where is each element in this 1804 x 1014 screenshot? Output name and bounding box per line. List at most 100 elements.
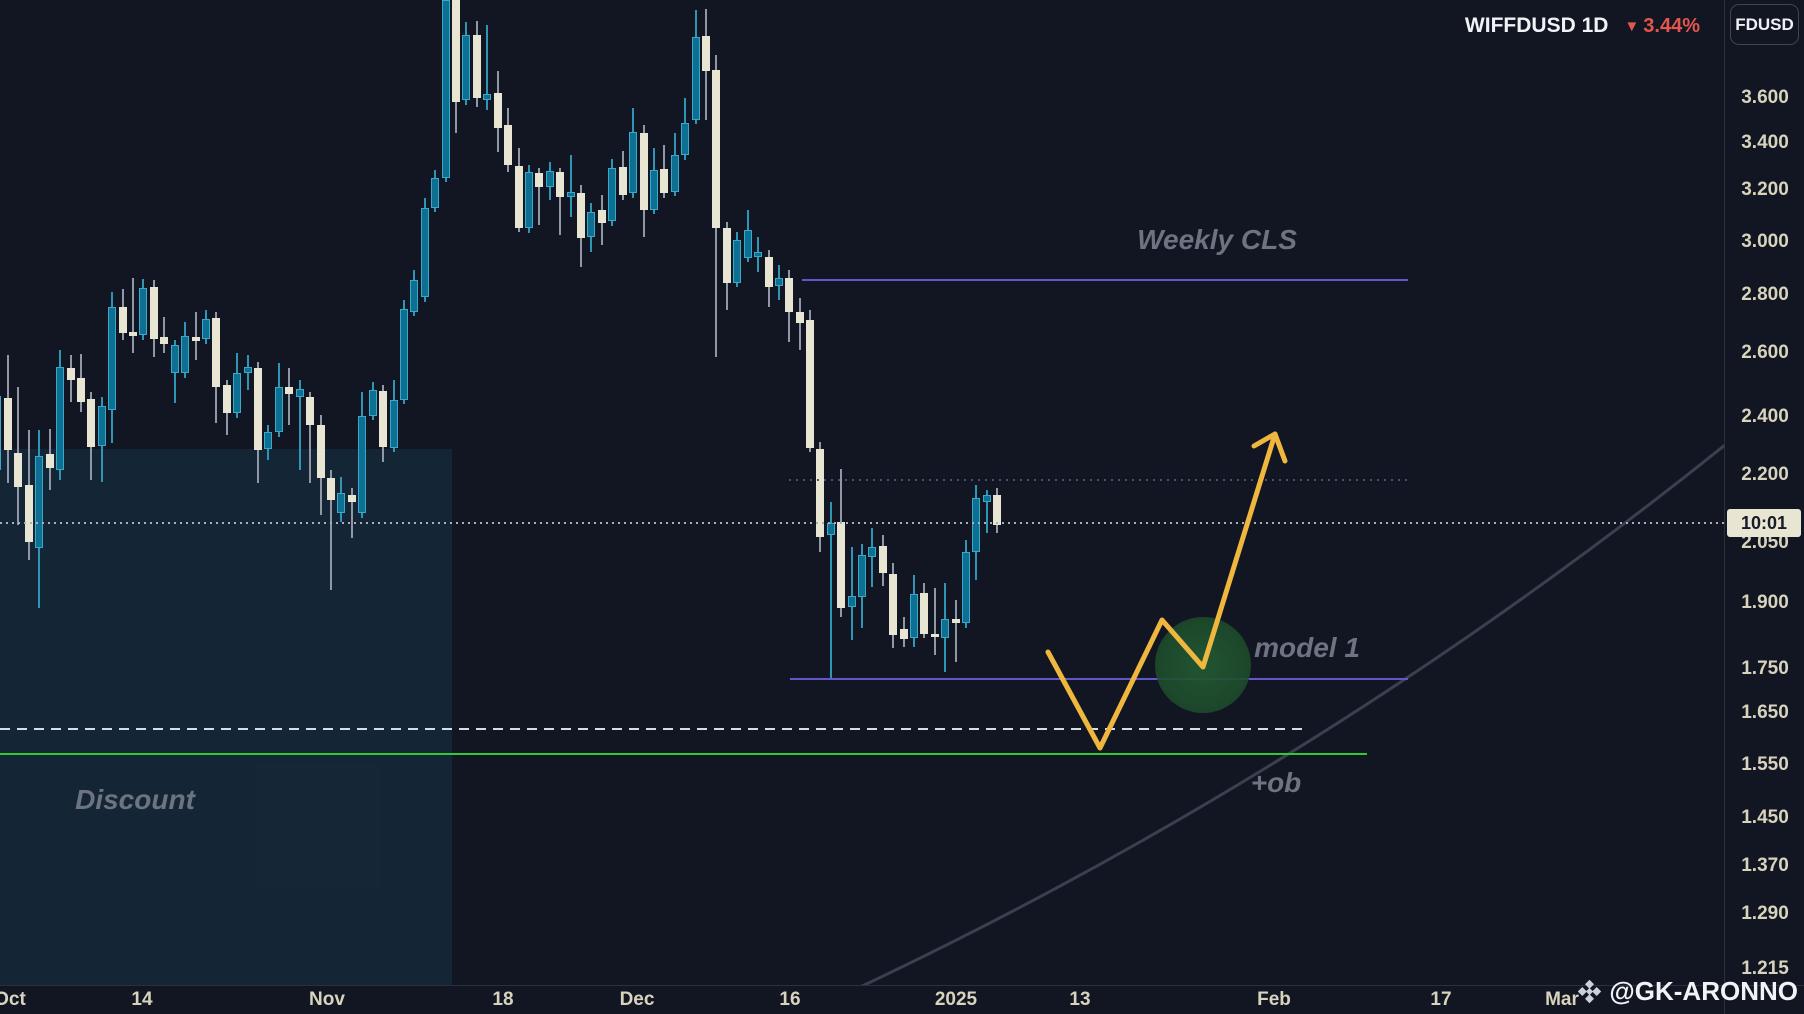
candle — [25, 485, 33, 542]
countdown-price-label: 10:01 — [1727, 509, 1801, 537]
candle — [212, 318, 220, 387]
candle — [827, 523, 835, 535]
candle — [733, 240, 741, 283]
candle — [993, 495, 1001, 525]
price-axis-label: 1.750 — [1741, 658, 1789, 679]
candle — [879, 546, 887, 573]
price-axis-label: 2.600 — [1741, 342, 1789, 363]
candle — [317, 425, 325, 478]
time-axis[interactable]: Oct 14 Nov 18 Dec 16 2025 13 Feb 17 Mar — [0, 985, 1804, 1014]
candle — [848, 596, 856, 607]
candle — [390, 400, 398, 448]
candle — [421, 208, 429, 297]
price-axis-label: 2.050 — [1741, 532, 1789, 553]
candle — [410, 280, 418, 312]
candle — [619, 167, 627, 195]
candle — [567, 192, 575, 197]
candle — [139, 288, 147, 335]
candle-wick — [559, 168, 561, 235]
lower-purple-line — [790, 678, 1408, 680]
candle — [702, 36, 710, 71]
candle — [87, 399, 95, 447]
price-axis-label: 1.450 — [1741, 807, 1789, 828]
candle — [900, 629, 908, 639]
candle — [160, 337, 168, 344]
candle-wick — [799, 298, 801, 350]
candle — [671, 155, 679, 192]
price-axis-label: 1.290 — [1741, 903, 1789, 924]
candle-wick — [570, 155, 572, 217]
time-axis-label: 17 — [1430, 989, 1452, 1010]
candle-wick — [871, 528, 873, 587]
candle — [119, 307, 127, 333]
candle — [910, 594, 918, 638]
candle — [202, 319, 210, 339]
price-axis-label: 1.215 — [1741, 958, 1789, 979]
chart-canvas[interactable]: Weekly CLS model 1 +ob Discount — [0, 0, 1724, 985]
model-label: model 1 — [1254, 632, 1360, 663]
price-axis-label: 3.600 — [1741, 87, 1789, 108]
price-axis-label: 3.000 — [1741, 231, 1789, 252]
candle — [931, 634, 939, 637]
candle-wick — [934, 588, 936, 655]
candle-wick — [986, 490, 988, 533]
candle — [483, 94, 491, 100]
candle — [306, 397, 314, 425]
candle-wick — [538, 168, 540, 225]
candle — [535, 173, 543, 187]
time-axis-label: 2025 — [934, 989, 978, 1010]
symbol-header: WIFFDUSD 1D ▼ 3.44% — [1465, 14, 1700, 38]
time-axis-label: Dec — [619, 989, 655, 1010]
time-axis-label: 13 — [1069, 989, 1091, 1010]
discount-zone — [0, 449, 452, 985]
candle — [816, 449, 824, 537]
zigzag-arrowhead — [1251, 431, 1288, 464]
time-axis-label: Oct — [0, 989, 26, 1010]
candle-wick — [486, 25, 488, 110]
candle — [806, 320, 814, 448]
down-triangle-icon: ▼ — [1624, 17, 1640, 35]
price-axis-label: 2.200 — [1741, 464, 1789, 485]
time-axis-label: Nov — [309, 989, 345, 1010]
candle-wick — [309, 392, 311, 483]
candle — [0, 396, 1, 470]
candle — [504, 125, 512, 165]
ob-label: +ob — [1250, 767, 1302, 798]
candle — [35, 456, 43, 548]
time-axis-label: 18 — [492, 989, 514, 1010]
candle-wick — [163, 317, 165, 353]
candle-wick — [351, 488, 353, 538]
candle — [181, 336, 189, 373]
candle — [98, 406, 106, 446]
time-axis-label: Feb — [1257, 989, 1291, 1010]
time-axis-label: 16 — [779, 989, 801, 1010]
zigzag-points — [1045, 431, 1278, 751]
current-price-line — [0, 522, 1724, 524]
candle-wick — [851, 547, 853, 640]
candle — [785, 278, 793, 312]
weekly-cls-line — [802, 279, 1408, 281]
candle — [525, 172, 533, 228]
candle — [129, 332, 137, 336]
price-axis-label: 1.900 — [1741, 592, 1789, 613]
candle — [192, 337, 200, 341]
candle — [754, 252, 762, 257]
candle-wick — [955, 600, 957, 662]
candle — [171, 345, 179, 373]
candle — [337, 493, 345, 513]
candle — [723, 228, 731, 283]
candle — [858, 555, 866, 597]
candle — [442, 0, 450, 178]
candle — [494, 93, 502, 128]
candle — [327, 478, 335, 500]
fdusd-badge[interactable]: FDUSD — [1730, 4, 1799, 45]
candle — [546, 171, 554, 187]
change-percent: ▼ 3.44% — [1624, 15, 1700, 38]
price-axis[interactable]: 3.600 3.400 3.200 3.000 2.800 2.600 2.400 2.200… — [1724, 0, 1804, 1014]
candle — [556, 172, 564, 197]
candle — [577, 193, 585, 238]
candle — [233, 373, 241, 413]
weekly-cls-label: Weekly CLS — [1137, 224, 1297, 255]
candle — [108, 307, 116, 410]
